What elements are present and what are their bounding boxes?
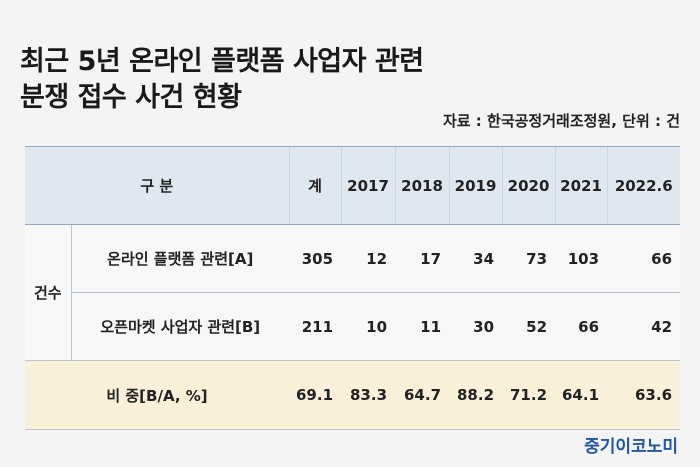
header-year-2017: 2017 [340, 146, 396, 225]
cell-value: 66 [555, 292, 608, 361]
group-label-count: 건수 [25, 224, 72, 361]
header-year-2022-6: 2022.6 [606, 146, 681, 225]
header-year-2020: 2020 [501, 146, 556, 225]
table-row-online-platform: 건수 온라인 플랫폼 관련[A] 305 12 17 34 73 103 66 [25, 224, 681, 361]
header-year-2021: 2021 [554, 146, 608, 225]
cell-value: 63.6 [607, 360, 681, 430]
cell-value: 83.3 [341, 360, 396, 430]
cell-value: 12 [341, 224, 396, 293]
cell-value: 52 [502, 292, 556, 361]
cell-value: 17 [395, 224, 450, 293]
dispute-table: 구 분 계 2017 2018 2019 2020 2021 2022.6 건수… [25, 146, 681, 430]
header-row: 구 분 계 2017 2018 2019 2020 2021 2022.6 [25, 146, 681, 225]
cell-total: 305 [289, 224, 342, 293]
brand-logo: 중기이코노미 [584, 437, 678, 457]
source-note: 자료 : 한국공정거래조정원, 단위 : 건 [442, 112, 680, 130]
header-year-2018: 2018 [394, 146, 450, 225]
cell-value: 64.1 [555, 360, 608, 430]
cell-value: 64.7 [395, 360, 450, 430]
chart-title: 최근 5년 온라인 플랫폼 사업자 관련 분쟁 접수 사건 현황 [20, 44, 424, 116]
cell-total: 211 [289, 292, 342, 361]
cell-value: 66 [607, 224, 681, 293]
row-label: 온라인 플랫폼 관련[A] [71, 224, 290, 293]
header-total: 계 [288, 146, 342, 225]
cell-value: 103 [555, 224, 608, 293]
cell-value: 71.2 [502, 360, 556, 430]
cell-value: 10 [341, 292, 396, 361]
title-line-1: 최근 5년 온라인 플랫폼 사업자 관련 [20, 46, 424, 77]
cell-value: 88.2 [449, 360, 503, 430]
header-year-2019: 2019 [448, 146, 503, 225]
row-label: 비 중[B/A, %] [25, 360, 290, 430]
cell-value: 34 [449, 224, 503, 293]
table-row-open-market: 오픈마켓 사업자 관련[B] 211 10 11 30 52 66 42 [25, 292, 681, 361]
cell-value: 30 [449, 292, 503, 361]
row-label: 오픈마켓 사업자 관련[B] [71, 292, 290, 361]
cell-value: 73 [502, 224, 556, 293]
title-line-2: 분쟁 접수 사건 현황 [20, 82, 242, 113]
cell-value: 42 [607, 292, 681, 361]
table-row-ratio: 비 중[B/A, %] 69.1 83.3 64.7 88.2 71.2 64.… [25, 360, 681, 430]
cell-total: 69.1 [289, 360, 342, 430]
header-category: 구 분 [25, 146, 290, 225]
cell-value: 11 [395, 292, 450, 361]
